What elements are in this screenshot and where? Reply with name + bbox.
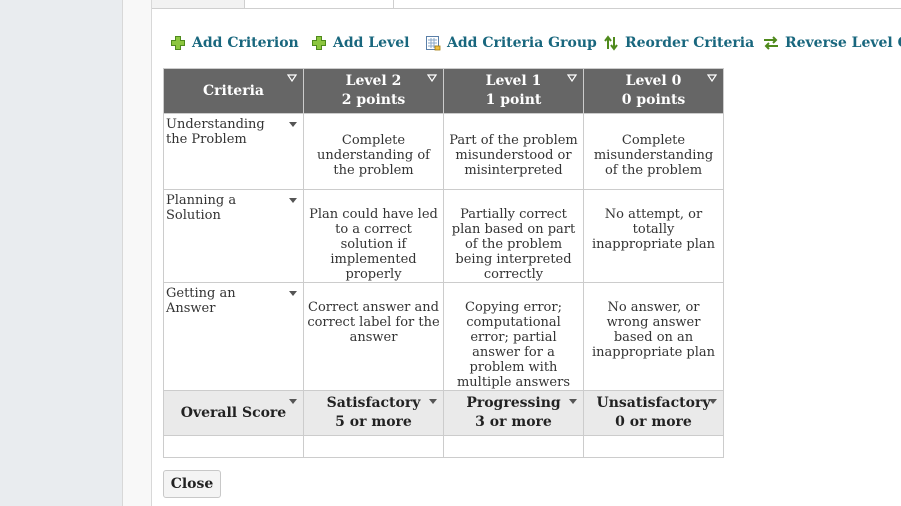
dropdown-triangle-icon[interactable]: [707, 74, 717, 82]
overall-level-name: Progressing: [466, 395, 561, 411]
level-description: Copying error; computational error; part…: [443, 282, 584, 391]
rubric-table: Criteria Level 2 2 points Level 1 1 poin…: [163, 68, 724, 458]
level-description: Complete misunderstanding of the problem: [583, 113, 724, 190]
empty-cell: [303, 435, 444, 458]
criterion-row: Planning a Solution Plan could have led …: [163, 189, 724, 283]
criterion-name: Understanding the Problem: [166, 117, 265, 147]
criterion-name-cell: Planning a Solution: [163, 189, 304, 283]
criterion-name: Getting an Answer: [166, 286, 236, 316]
top-tab[interactable]: [152, 0, 245, 9]
header-level-1: Level 1 1 point: [443, 68, 584, 114]
header-level-1-name: Level 1: [485, 73, 542, 89]
up-down-arrows-icon: [603, 35, 619, 51]
reorder-criteria-button[interactable]: Reorder Criteria: [603, 33, 754, 53]
dropdown-triangle-icon[interactable]: [427, 74, 437, 82]
reverse-level-order-label: Reverse Level Order: [785, 35, 901, 51]
chevron-down-icon[interactable]: [289, 399, 297, 404]
overall-score-row: Overall Score Satisfactory 5 or more Pro…: [163, 390, 724, 436]
level-description: Plan could have led to a correct solutio…: [303, 189, 444, 283]
green-plus-icon: [170, 35, 186, 51]
empty-row: [163, 435, 724, 458]
reverse-level-order-button[interactable]: Reverse Level Order: [763, 33, 901, 53]
document-grid-icon: [425, 35, 441, 51]
header-row: Criteria Level 2 2 points Level 1 1 poin…: [163, 68, 724, 114]
chevron-down-icon[interactable]: [429, 399, 437, 404]
add-criteria-group-label: Add Criteria Group: [447, 35, 597, 51]
chevron-down-icon[interactable]: [289, 122, 297, 127]
header-level-0-name: Level 0: [625, 73, 682, 89]
close-button[interactable]: Close: [163, 470, 221, 498]
add-criteria-group-button[interactable]: Add Criteria Group: [425, 33, 597, 53]
level-description: Partially correct plan based on part of …: [443, 189, 584, 283]
empty-cell: [163, 435, 304, 458]
overall-level-min: 3 or more: [475, 414, 552, 430]
dropdown-triangle-icon[interactable]: [567, 74, 577, 82]
chevron-down-icon[interactable]: [289, 198, 297, 203]
header-criteria: Criteria: [163, 68, 304, 114]
top-divider: [245, 8, 901, 9]
level-description: Complete understanding of the problem: [303, 113, 444, 190]
chevron-down-icon[interactable]: [709, 399, 717, 404]
left-gutter: [0, 0, 122, 506]
level-description: Part of the problem misunderstood or mis…: [443, 113, 584, 190]
top-divider-notch: [393, 0, 394, 9]
header-level-2: Level 2 2 points: [303, 68, 444, 114]
green-plus-icon: [311, 35, 327, 51]
dropdown-triangle-icon[interactable]: [287, 74, 297, 82]
level-description: Correct answer and correct label for the…: [303, 282, 444, 391]
overall-level-name: Satisfactory: [326, 395, 421, 411]
overall-level-progressing: Progressing 3 or more: [443, 390, 584, 436]
header-level-0-points: 0 points: [621, 92, 686, 108]
reorder-criteria-label: Reorder Criteria: [625, 35, 755, 51]
header-level-0: Level 0 0 points: [583, 68, 724, 114]
empty-cell: [443, 435, 584, 458]
add-criterion-button[interactable]: Add Criterion: [170, 33, 299, 53]
overall-level-min: 0 or more: [615, 414, 692, 430]
criterion-name: Planning a Solution: [166, 193, 237, 223]
chevron-down-icon[interactable]: [289, 291, 297, 296]
criterion-row: Understanding the Problem Complete under…: [163, 113, 724, 190]
overall-score-label: Overall Score: [180, 404, 287, 421]
criterion-row: Getting an Answer Correct answer and cor…: [163, 282, 724, 391]
add-level-button[interactable]: Add Level: [311, 33, 409, 53]
empty-cell: [583, 435, 724, 458]
overall-level-satisfactory: Satisfactory 5 or more: [303, 390, 444, 436]
level-description: No answer, or wrong answer based on an i…: [583, 282, 724, 391]
frame-edge: [122, 0, 152, 506]
add-level-label: Add Level: [333, 35, 410, 51]
add-criterion-label: Add Criterion: [192, 35, 299, 51]
overall-level-min: 5 or more: [335, 414, 412, 430]
header-level-1-points: 1 point: [485, 92, 542, 108]
swap-arrows-icon: [763, 35, 779, 51]
chevron-down-icon[interactable]: [569, 399, 577, 404]
header-level-2-name: Level 2: [345, 73, 402, 89]
overall-score-label-cell: Overall Score: [163, 390, 304, 436]
criterion-name-cell: Getting an Answer: [163, 282, 304, 391]
header-level-2-points: 2 points: [341, 92, 406, 108]
overall-level-name: Unsatisfactory: [596, 395, 711, 411]
overall-level-unsatisfactory: Unsatisfactory 0 or more: [583, 390, 724, 436]
header-criteria-label: Criteria: [203, 82, 264, 99]
criterion-name-cell: Understanding the Problem: [163, 113, 304, 190]
level-description: No attempt, or totally inappropriate pla…: [583, 189, 724, 283]
